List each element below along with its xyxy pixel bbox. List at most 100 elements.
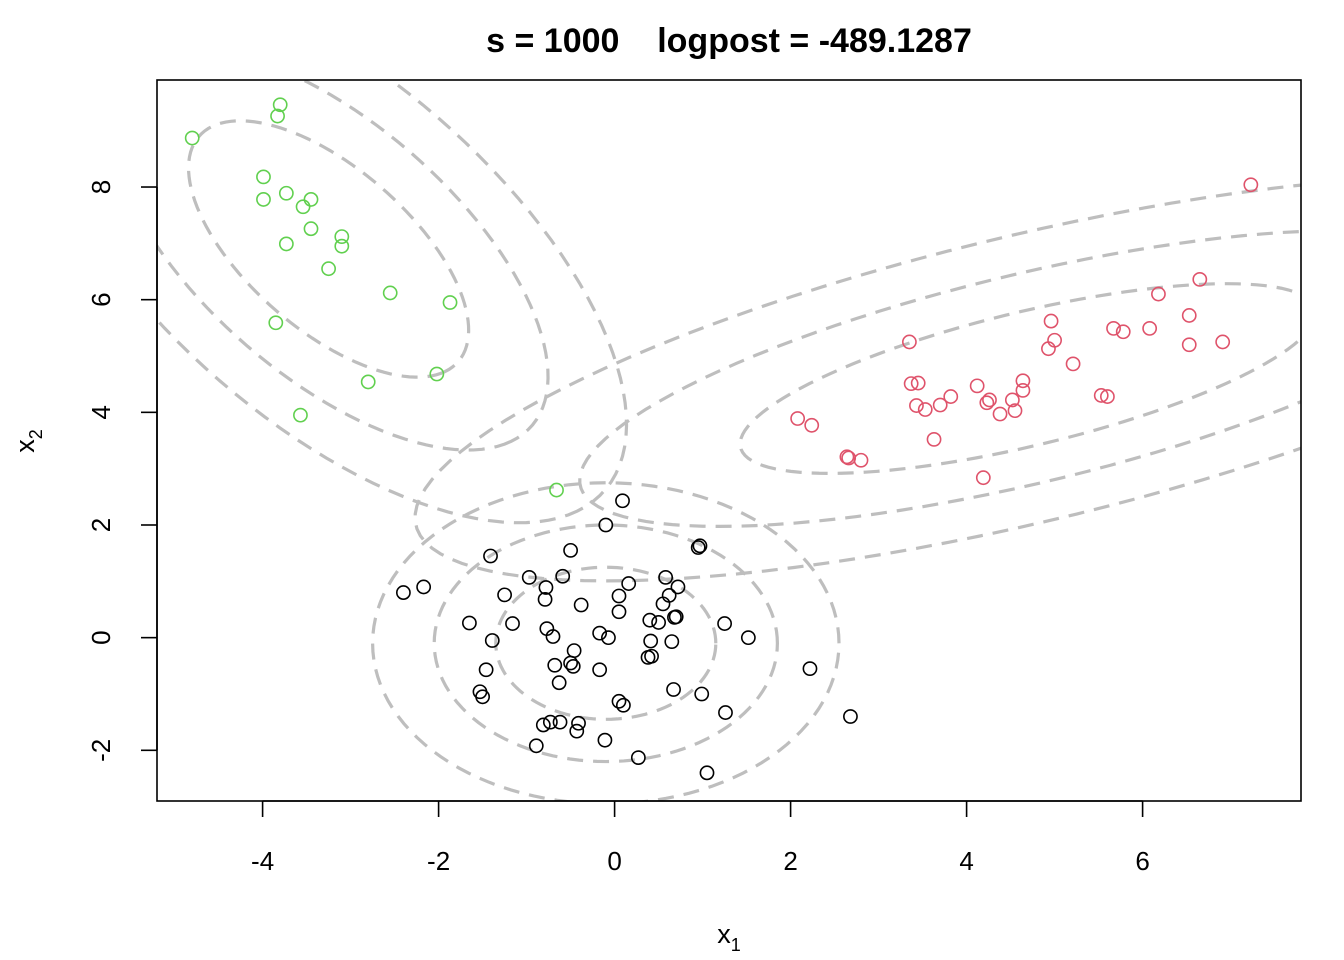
data-point [555,568,571,584]
x-tick-label: 2 [783,846,797,876]
data-point [615,493,630,509]
x-axis-label-base: x [717,919,731,949]
data-point [1100,389,1115,404]
data-point [611,693,627,709]
x-tick-label: 0 [607,846,621,876]
data-point [597,732,613,748]
x-tick-label: 6 [1135,846,1149,876]
data-point [902,334,917,350]
data-point [538,580,554,595]
data-point [1243,177,1259,193]
data-point [563,655,578,671]
data-point [926,431,942,447]
data-point [1151,286,1166,302]
data-point [943,389,959,404]
y-axis-label-base: x [10,439,40,453]
y-tick-label: -2 [86,739,116,762]
contour-ellipse [432,523,780,764]
data-point [1004,392,1020,408]
data-point [853,452,869,468]
data-point [478,662,494,678]
data-point [717,616,732,631]
data-points [184,97,1259,781]
data-point [1215,334,1231,350]
data-point [1115,324,1131,340]
data-point [601,630,616,646]
data-point [547,657,563,673]
data-point [694,686,710,702]
data-point [293,407,308,423]
data-point [740,630,756,646]
data-point [909,398,924,413]
data-point [668,609,684,625]
contour-ellipse [413,183,1301,583]
data-point [699,765,715,781]
data-point [295,199,311,215]
contour-ellipse [157,80,629,525]
data-point [256,192,271,207]
data-point [1065,356,1081,372]
x-axis-label: x1 [717,919,741,955]
plot-frame [156,79,1302,802]
data-point [969,378,985,394]
chart-title: s = 1000 logpost = -489.1287 [486,22,972,60]
data-point [804,417,820,433]
data-point [621,576,637,591]
y-tick-label: 8 [86,180,116,194]
y-axis-label-subscript: 2 [26,429,46,439]
data-point [416,579,432,595]
contour-ellipse [186,119,471,379]
x-axis-label-subscript: 1 [731,935,741,955]
data-point [278,185,294,201]
data-point [521,569,537,585]
data-point [640,649,656,665]
data-point [552,714,568,730]
y-tick-label: 0 [86,630,116,644]
data-point [1106,321,1121,336]
data-point [528,738,544,754]
data-point [630,750,646,766]
data-point [184,130,200,146]
data-point [565,658,581,674]
data-point [505,616,520,631]
data-point [932,397,948,413]
data-point [1041,341,1056,357]
data-point [598,517,614,533]
y-tick-label: 6 [86,292,116,306]
data-point [334,238,350,254]
data-point [975,470,991,486]
contour-ellipse [494,565,718,721]
data-point [655,596,671,612]
data-point [651,615,666,630]
data-point [910,375,926,391]
data-point [802,661,818,677]
data-point [1015,382,1031,398]
data-point [566,643,582,659]
data-point [982,392,997,408]
data-point [692,538,708,554]
data-point [611,588,627,604]
data-point [484,633,500,648]
data-point [571,715,586,731]
data-point [334,229,350,244]
data-point [549,482,564,498]
data-point [278,236,294,252]
data-point [272,97,288,113]
data-point [442,295,458,310]
data-point [1007,403,1023,419]
data-point [903,376,919,392]
data-point [382,285,398,301]
data-point [1043,313,1059,329]
x-tick-label: -4 [251,846,274,876]
data-point [483,548,498,564]
data-point [643,633,659,649]
data-point [839,449,855,465]
data-point [690,540,706,555]
y-tick-label: 2 [86,518,116,532]
data-point [321,261,336,277]
x-tick-label: -2 [427,846,450,876]
data-point [360,374,376,390]
data-point [475,689,490,705]
data-point [917,402,933,417]
data-point [843,709,858,724]
